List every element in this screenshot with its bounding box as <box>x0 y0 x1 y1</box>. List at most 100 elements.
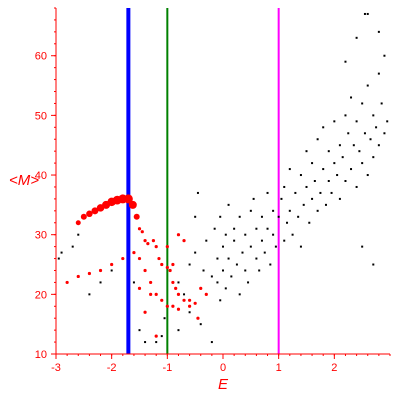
data-point <box>205 239 208 242</box>
data-point <box>313 180 316 182</box>
data-point <box>176 233 181 237</box>
data-point <box>138 329 141 332</box>
data-point <box>363 12 366 15</box>
y-tick-label: 30 <box>35 230 47 242</box>
data-point <box>199 286 203 290</box>
data-point <box>244 269 247 272</box>
data-point <box>241 251 244 254</box>
data-point <box>383 54 386 57</box>
data-point <box>202 269 205 272</box>
data-point <box>165 265 169 270</box>
x-tick-label: -1 <box>162 362 172 374</box>
data-point <box>99 281 102 284</box>
data-point <box>288 168 291 171</box>
data-point <box>137 286 142 290</box>
data-point <box>188 311 191 314</box>
data-point <box>194 215 197 218</box>
data-point <box>377 30 380 33</box>
data-point <box>77 233 80 236</box>
data-point <box>160 298 164 302</box>
y-tick-label: 10 <box>35 349 47 361</box>
red-series <box>65 194 208 338</box>
data-point <box>363 132 366 135</box>
data-point <box>288 209 291 212</box>
data-point <box>80 213 87 220</box>
data-point <box>219 299 222 302</box>
data-point <box>375 126 378 129</box>
data-point <box>177 329 180 332</box>
data-point <box>188 263 191 266</box>
data-point <box>222 245 224 248</box>
data-point <box>344 180 347 182</box>
data-point <box>204 292 208 296</box>
data-point <box>88 293 91 296</box>
data-point <box>377 72 380 75</box>
data-point <box>224 287 227 290</box>
data-point <box>324 203 327 206</box>
y-tick-label: 60 <box>35 51 47 63</box>
data-point <box>176 307 181 311</box>
data-point <box>361 102 364 105</box>
data-point <box>183 293 186 296</box>
data-point <box>224 233 227 236</box>
data-point <box>327 180 330 182</box>
data-point <box>151 239 156 243</box>
y-tick-label: 20 <box>35 289 47 301</box>
data-point <box>361 162 364 165</box>
data-point <box>355 185 358 188</box>
vertical-lines <box>126 8 280 354</box>
data-point <box>210 341 213 344</box>
data-point <box>283 185 286 188</box>
data-point <box>316 138 319 141</box>
data-point <box>216 281 219 284</box>
data-point <box>171 304 175 308</box>
data-point <box>60 251 63 254</box>
data-point <box>377 144 380 147</box>
data-point <box>299 245 302 248</box>
x-tick-label: 1 <box>276 362 282 374</box>
data-point <box>154 292 158 296</box>
x-ticks: -3 -2 -1 0 1 2 <box>51 354 391 374</box>
data-point <box>255 227 258 230</box>
data-point <box>160 335 163 338</box>
data-point <box>196 191 199 194</box>
data-point <box>233 239 236 242</box>
data-point <box>143 239 147 243</box>
x-tick-label: 0 <box>220 362 226 374</box>
data-point <box>305 185 308 188</box>
data-point <box>154 245 158 249</box>
data-point <box>188 298 192 302</box>
data-point <box>210 275 213 278</box>
x-tick-label: -2 <box>107 362 117 374</box>
data-point <box>299 174 302 177</box>
data-point <box>308 221 311 224</box>
data-point <box>193 301 197 305</box>
data-point <box>297 215 300 218</box>
data-point <box>174 286 178 290</box>
data-point <box>358 150 361 153</box>
data-point <box>91 207 99 215</box>
data-point <box>199 323 202 326</box>
data-point <box>249 245 252 248</box>
data-point <box>149 292 153 296</box>
data-point <box>350 96 353 99</box>
data-point <box>338 197 341 200</box>
data-point <box>219 215 222 218</box>
data-point <box>143 268 147 273</box>
data-point <box>350 168 353 171</box>
data-point <box>286 221 289 224</box>
data-point <box>230 275 233 278</box>
data-point <box>133 213 140 220</box>
data-point <box>177 281 180 284</box>
data-point <box>132 281 135 284</box>
data-point <box>165 245 169 249</box>
data-point <box>260 239 263 242</box>
data-point <box>319 191 322 194</box>
data-point <box>311 197 314 200</box>
data-point <box>168 268 172 273</box>
data-point <box>347 132 350 135</box>
data-point <box>269 263 272 266</box>
data-point <box>176 292 181 296</box>
x-tick-label: 2 <box>331 362 337 374</box>
